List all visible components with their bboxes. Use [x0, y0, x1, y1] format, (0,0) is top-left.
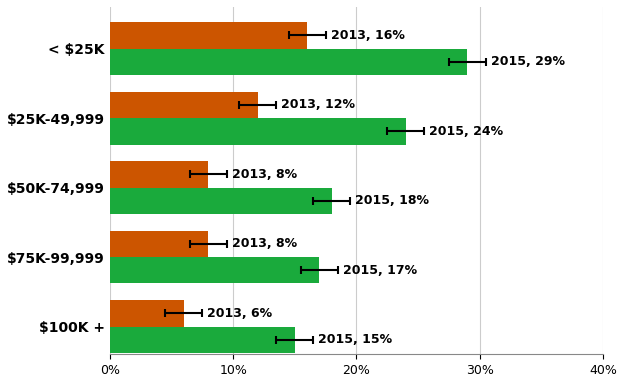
Text: 2015, 24%: 2015, 24% [429, 125, 504, 138]
Text: 2015, 18%: 2015, 18% [355, 194, 429, 207]
Bar [110, 188, 332, 214]
Bar [110, 22, 307, 49]
Text: 2015, 29%: 2015, 29% [491, 55, 565, 68]
Text: 2013, 8%: 2013, 8% [232, 237, 297, 250]
Text: 2013, 6%: 2013, 6% [207, 307, 272, 320]
Bar [110, 92, 258, 118]
Text: 2015, 15%: 2015, 15% [318, 333, 392, 346]
Bar [110, 161, 208, 188]
Bar [110, 231, 208, 257]
Bar [110, 326, 295, 353]
Bar [110, 49, 467, 75]
Text: 2015, 17%: 2015, 17% [343, 264, 417, 277]
Bar [110, 118, 406, 144]
Text: 2013, 16%: 2013, 16% [331, 29, 404, 42]
Text: 2013, 12%: 2013, 12% [281, 98, 355, 111]
Bar [110, 300, 184, 326]
Bar [110, 257, 319, 283]
Text: 2013, 8%: 2013, 8% [232, 168, 297, 181]
